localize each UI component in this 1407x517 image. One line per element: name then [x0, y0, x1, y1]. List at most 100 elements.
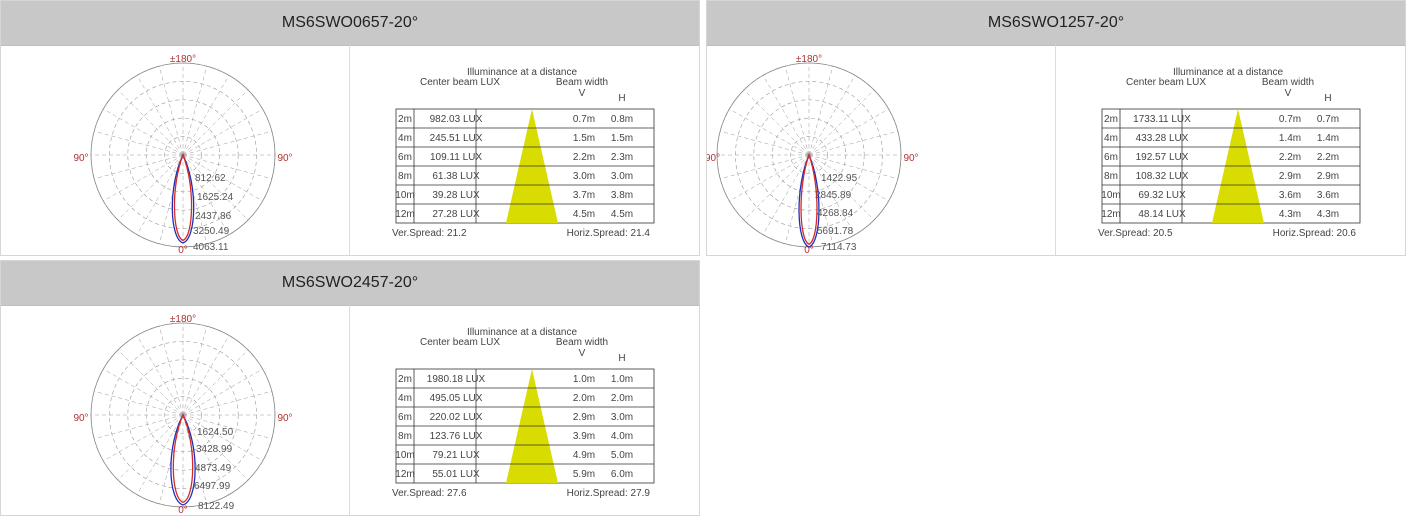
- photometric-card: MS6SWO2457-20° ±180° 90° 90° 0° 1624.50 …: [0, 260, 700, 516]
- column-header-h: H: [618, 93, 625, 104]
- grid-ring: [790, 136, 828, 174]
- lux-cell: 48.14 LUX: [1138, 209, 1186, 220]
- beam-h-cell: 4.0m: [611, 431, 633, 442]
- grid-spoke: [182, 154, 249, 221]
- ring-value: 7114.73: [821, 242, 857, 253]
- distance-cell: 2m: [398, 374, 412, 385]
- ring-value: 6497.99: [194, 481, 231, 492]
- grid-spoke: [808, 154, 889, 202]
- lux-cell: 39.28 LUX: [432, 190, 480, 201]
- grid-ring: [164, 396, 202, 434]
- beam-v-cell: 2.9m: [573, 412, 595, 423]
- grid-spoke: [808, 66, 834, 156]
- grid-spoke: [808, 108, 889, 156]
- lux-cell: 123.76 LUX: [430, 431, 483, 442]
- table-heading: Illuminance at a distance: [1173, 67, 1284, 78]
- grid-spoke: [182, 75, 230, 156]
- angle-label-left: 90°: [73, 413, 88, 424]
- grid-spoke: [182, 154, 230, 235]
- beam-h-cell: 1.4m: [1317, 133, 1339, 144]
- grid-ring: [164, 136, 202, 174]
- grid-spoke: [182, 368, 263, 416]
- grid-spoke: [729, 108, 810, 156]
- grid-spoke: [94, 154, 184, 180]
- beam-h-cell: 0.7m: [1317, 114, 1339, 125]
- card-title: MS6SWO1257-20°: [707, 1, 1405, 46]
- lux-cell: 220.02 LUX: [430, 412, 483, 423]
- lux-cell: 1733.11 LUX: [1133, 114, 1191, 125]
- beam-v-cell: 0.7m: [573, 114, 595, 125]
- grid-spoke: [182, 154, 263, 202]
- vertical-plane-curve: [170, 413, 196, 506]
- grid-spoke: [743, 154, 810, 221]
- ring-value: 3428.99: [196, 444, 233, 455]
- grid-spoke: [182, 154, 208, 244]
- distance-cell: 6m: [1104, 152, 1118, 163]
- angle-label-top: ±180°: [796, 54, 822, 65]
- grid-spoke: [103, 368, 184, 416]
- beam-v-cell: 1.0m: [573, 374, 595, 385]
- grid-spoke: [808, 130, 898, 156]
- grid-spoke: [182, 349, 249, 416]
- lux-cell: 245.51 LUX: [430, 133, 483, 144]
- lux-cell: 79.21 LUX: [432, 450, 480, 461]
- vertical-spread: Ver.Spread: 20.5: [1098, 228, 1173, 239]
- divider: [1055, 45, 1056, 255]
- intensity-curves: [170, 413, 196, 506]
- beam-v-cell: 1.4m: [1279, 133, 1301, 144]
- ring-value: 1625.24: [197, 192, 234, 203]
- beam-h-cell: 3.0m: [611, 412, 633, 423]
- photometric-card: MS6SWO1257-20° ±180° 90° 90° 0° 1422.95 …: [706, 0, 1406, 256]
- grid-spoke: [136, 414, 184, 495]
- table-heading: Illuminance at a distance: [467, 327, 578, 338]
- beam-h-cell: 2.0m: [611, 393, 633, 404]
- grid-spoke: [136, 75, 184, 156]
- grid-ring: [753, 99, 865, 211]
- distance-cell: 4m: [1104, 133, 1118, 144]
- beam-v-cell: 2.2m: [573, 152, 595, 163]
- vertical-spread: Ver.Spread: 27.6: [392, 488, 467, 499]
- distance-cell: 10m: [395, 450, 414, 461]
- beam-v-cell: 3.0m: [573, 171, 595, 182]
- ring-value: 5691.78: [817, 226, 854, 237]
- beam-h-cell: 1.0m: [611, 374, 633, 385]
- grid-spoke: [720, 154, 810, 180]
- grid-spoke: [729, 154, 810, 202]
- grid-spoke: [182, 130, 272, 156]
- lux-cell: 61.38 LUX: [432, 171, 480, 182]
- distance-cell: 2m: [398, 114, 412, 125]
- distance-cell: 8m: [1104, 171, 1118, 182]
- grid-spoke: [117, 89, 184, 156]
- grid-spoke: [808, 154, 856, 235]
- beam-h-cell: 0.8m: [611, 114, 633, 125]
- distance-cell: 10m: [1101, 190, 1120, 201]
- intensity-curves: [798, 153, 820, 248]
- beam-v-cell: 3.7m: [573, 190, 595, 201]
- column-header-h: H: [1324, 93, 1331, 104]
- distance-cell: 12m: [395, 469, 414, 480]
- ring-value: 4873.49: [195, 463, 232, 474]
- beam-v-cell: 2.9m: [1279, 171, 1301, 182]
- beam-h-cell: 3.0m: [611, 171, 633, 182]
- beam-v-cell: 2.2m: [1279, 152, 1301, 163]
- grid-spoke: [158, 66, 184, 156]
- grid-spoke: [808, 75, 856, 156]
- beam-h-cell: 2.3m: [611, 152, 633, 163]
- card-title: MS6SWO2457-20°: [1, 261, 699, 306]
- angle-label-right: 90°: [277, 153, 292, 164]
- distance-cell: 6m: [398, 152, 412, 163]
- angle-label-right: 90°: [277, 413, 292, 424]
- ring-value: 8122.49: [198, 501, 235, 512]
- grid-spoke: [720, 130, 810, 156]
- lux-cell: 433.28 LUX: [1136, 133, 1189, 144]
- grid-spoke: [182, 66, 208, 156]
- column-header-beam-width: Beam width: [556, 337, 608, 348]
- grid-spoke: [182, 414, 272, 440]
- polar-grid: [90, 322, 276, 508]
- grid-spoke: [117, 414, 184, 481]
- beam-v-cell: 5.9m: [573, 469, 595, 480]
- grid-spoke: [158, 154, 184, 244]
- lux-cell: 1980.18 LUX: [427, 374, 486, 385]
